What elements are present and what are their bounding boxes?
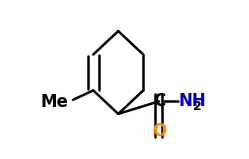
Text: C: C <box>153 92 165 110</box>
Text: 2: 2 <box>193 100 202 113</box>
Text: O: O <box>152 122 166 140</box>
Text: Me: Me <box>40 93 68 111</box>
Text: NH: NH <box>178 92 206 110</box>
